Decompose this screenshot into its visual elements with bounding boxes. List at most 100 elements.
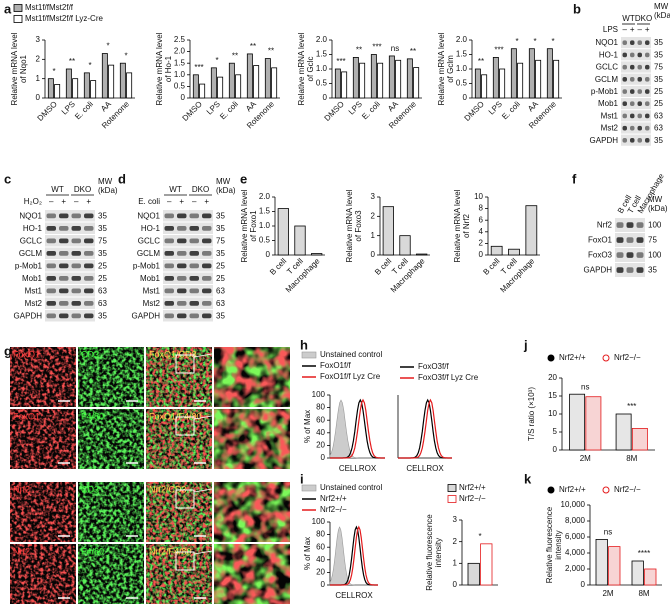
micrograph-label: F4/80 [81, 546, 104, 556]
significance: ns [604, 528, 612, 537]
blot-band [46, 263, 56, 269]
mw-title: MW [654, 2, 669, 11]
y-tick-label: 6,000 [565, 532, 586, 541]
blot-row-label: Mst2 [25, 299, 43, 308]
significance: ** [478, 57, 484, 66]
y-tick-label: 2 [36, 54, 41, 63]
mw-label: 35 [98, 249, 107, 258]
group-label: DKO [192, 185, 209, 194]
lane-label: + [61, 197, 66, 206]
x-tick-label: B cell [373, 256, 393, 276]
mw-label: 63 [98, 286, 107, 295]
legend-marker [602, 486, 610, 494]
blot-band [59, 313, 69, 319]
mw-label: 35 [98, 211, 107, 220]
legend-label: Nrf2+/+ [559, 353, 586, 362]
mean-bar [608, 546, 621, 586]
y-tick-label: 0 [321, 453, 326, 462]
mw-label: 35 [648, 266, 657, 275]
blot-band [164, 251, 174, 256]
micrograph-layer [78, 347, 144, 407]
y-axis-label: Relative mRNA level [453, 189, 462, 262]
blot-row-label: GCLM [595, 75, 618, 84]
mw-label: 63 [216, 286, 225, 295]
micrograph-layer [214, 482, 290, 542]
blot-band [622, 113, 627, 119]
y-axis-label: T/S ratio (×10³) [527, 387, 536, 441]
blot-band [164, 288, 174, 294]
significance: * [124, 51, 127, 60]
bar [277, 208, 289, 256]
blot-band [616, 267, 624, 273]
blot-band [622, 77, 627, 82]
micrograph-layer [10, 482, 76, 542]
treatment-label: E. coli [138, 197, 160, 206]
mw-label: 35 [98, 311, 107, 320]
lane-label: – [638, 25, 643, 34]
legend-label: Nrf2−/− [614, 353, 641, 362]
blot-band [626, 252, 634, 258]
bar [377, 62, 384, 99]
y-tick-label: 20 [548, 373, 557, 382]
y-tick-label: 10 [474, 192, 483, 201]
micrograph-layer [146, 482, 212, 542]
panel-label: f [572, 171, 577, 186]
blot-row-label: Mst1 [25, 286, 43, 295]
y-tick-label: 2 [371, 211, 376, 220]
blot-strip [45, 247, 95, 259]
blot-band [637, 89, 642, 94]
legend-label: Mst1f/fMst2f/f Lyz-Cre [25, 14, 103, 23]
y-tick-label: 0 [321, 580, 326, 589]
micrograph-layer [78, 409, 144, 469]
blot-band [636, 237, 644, 243]
y-axis-label: Relative mRNA level [345, 189, 354, 262]
blot-row-label: HO-1 [23, 224, 43, 233]
x-axis-label: CELLROX [339, 464, 377, 473]
y-tick-label: 0.5 [316, 79, 328, 88]
micrograph-layer [214, 347, 290, 407]
y-tick-label: 1.0 [174, 70, 186, 79]
blot-strip [621, 122, 651, 134]
blot-band [59, 263, 69, 269]
blot-row-label: Mst2 [601, 124, 619, 133]
blot-band [637, 64, 642, 70]
bar [199, 83, 206, 99]
bar [382, 206, 394, 256]
panel-label: k [524, 471, 532, 486]
y-tick-label: 1.5 [259, 207, 271, 216]
y-tick-label: 10,000 [561, 500, 586, 509]
blot-row-label: GAPDH [132, 311, 161, 320]
blot-band [164, 313, 174, 319]
micrograph-label: Nrf2 [13, 546, 30, 556]
legend-label: Nrf2−/− [459, 494, 486, 503]
legend-marker [547, 354, 555, 362]
blot-strip [621, 49, 651, 61]
y-tick-label: 20 [316, 441, 325, 450]
blot-band [630, 125, 635, 131]
bar [510, 48, 517, 99]
blot-band [71, 276, 81, 281]
blot-band [626, 267, 634, 273]
blot-band [164, 301, 174, 306]
legend-label: FoxO1f/f Lyz Cre [320, 372, 381, 381]
blot-band [59, 238, 69, 244]
blot-band [630, 64, 635, 70]
mw-label: 63 [654, 124, 663, 133]
y-axis-label: of Gclm [446, 55, 455, 83]
blot-row-label: p-Mob1 [591, 87, 619, 96]
micrograph-label: Nrf2/CD3 [149, 484, 187, 494]
blot-band [645, 64, 650, 70]
legend-label: FoxO1f/f [320, 361, 351, 370]
mean-bar [631, 560, 644, 586]
zoom-box [175, 551, 195, 571]
y-tick-label: 2.0 [174, 47, 186, 56]
blot-band [622, 101, 627, 107]
panel-label: g [4, 343, 12, 358]
blot-row-label: Mst2 [143, 299, 161, 308]
lane-label: – [623, 25, 628, 34]
y-axis-label: intensity [434, 538, 443, 567]
micrograph-layer [146, 544, 212, 604]
legend-swatch [301, 484, 317, 492]
mw-label: 25 [654, 99, 663, 108]
y-axis-label: % of Max [303, 410, 312, 443]
